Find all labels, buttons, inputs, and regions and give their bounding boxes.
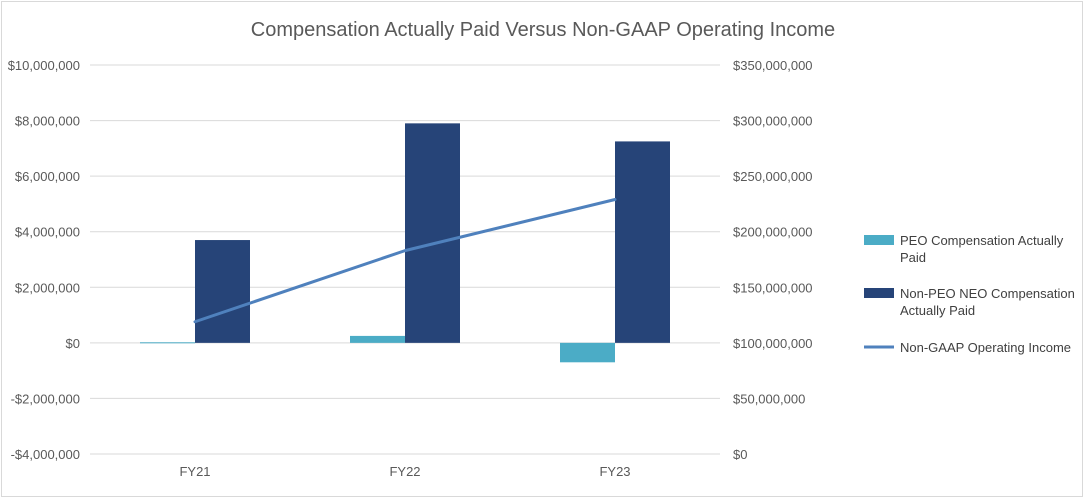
left-tick-label: $8,000,000 <box>15 114 80 129</box>
bar-peo-fy21 <box>140 342 195 344</box>
right-tick-label: $50,000,000 <box>733 391 805 406</box>
right-tick-label: $0 <box>733 447 747 462</box>
left-tick-label: -$4,000,000 <box>11 447 80 462</box>
legend-swatch <box>864 288 894 298</box>
left-tick-label: $0 <box>66 336 80 351</box>
legend-label: Non-PEO NEO Compensation <box>900 286 1075 301</box>
right-tick-label: $200,000,000 <box>733 225 813 240</box>
left-tick-label: $10,000,000 <box>8 58 80 73</box>
right-tick-label: $100,000,000 <box>733 336 813 351</box>
bar-peo-fy22 <box>350 335 405 343</box>
bar-non-peo-fy23 <box>615 141 670 343</box>
bar-peo-fy23 <box>560 342 615 363</box>
bar-non-peo-fy21 <box>195 240 250 343</box>
right-tick-label: $350,000,000 <box>733 58 813 73</box>
x-tick-label: FY22 <box>389 464 420 479</box>
legend-swatch <box>864 235 894 245</box>
legend: PEO Compensation Actually Paid Non-PEO NEO… <box>864 233 1075 355</box>
right-tick-label: $300,000,000 <box>733 114 813 129</box>
left-tick-label: $6,000,000 <box>15 169 80 184</box>
x-axis: FY21 FY22 FY23 <box>179 464 630 479</box>
legend-label: PEO Compensation Actually <box>900 233 1064 248</box>
operating-income-line <box>193 197 617 324</box>
x-tick-label: FY21 <box>179 464 210 479</box>
legend-label: Paid <box>900 250 926 265</box>
left-tick-label: $4,000,000 <box>15 225 80 240</box>
left-tick-label: $2,000,000 <box>15 280 80 295</box>
line-non-gaap-operating-income <box>193 197 617 324</box>
chart-title: Compensation Actually Paid Versus Non-GA… <box>251 19 835 41</box>
x-tick-label: FY23 <box>599 464 630 479</box>
legend-label: Non-GAAP Operating Income <box>900 340 1071 355</box>
bar-non-peo-fy22 <box>405 123 460 343</box>
left-axis: $10,000,000 $8,000,000 $6,000,000 $4,000,00… <box>8 58 80 462</box>
right-tick-label: $150,000,000 <box>733 280 813 295</box>
left-tick-label: -$2,000,000 <box>11 391 80 406</box>
bars <box>140 123 670 363</box>
right-axis: $350,000,000 $300,000,000 $250,000,000 $200… <box>733 58 813 462</box>
right-tick-label: $250,000,000 <box>733 169 813 184</box>
legend-label: Actually Paid <box>900 303 975 318</box>
